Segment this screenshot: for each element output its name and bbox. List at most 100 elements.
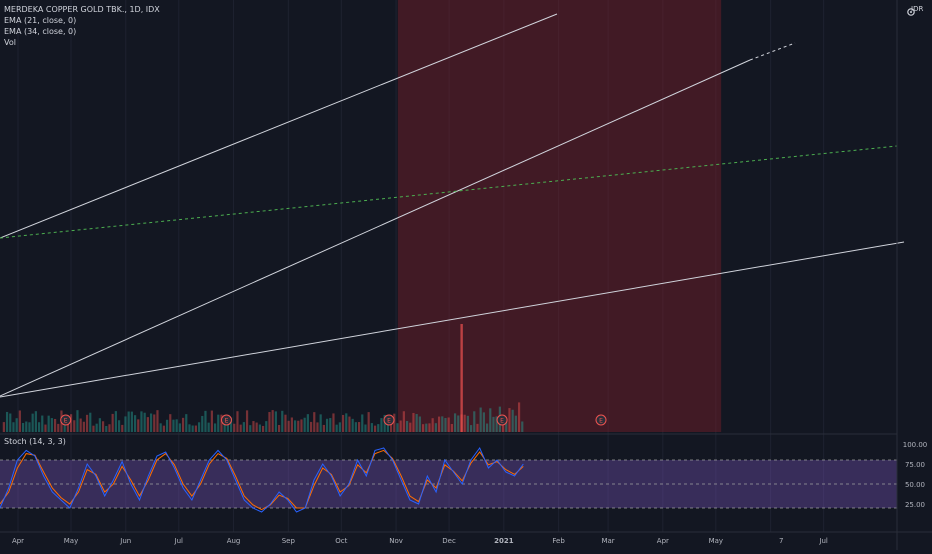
volume-bar bbox=[319, 414, 322, 432]
volume-bar bbox=[303, 417, 306, 432]
volume-bar bbox=[37, 422, 41, 432]
volume-bar bbox=[284, 414, 287, 432]
volume-bar bbox=[351, 418, 354, 432]
volume-bar bbox=[204, 410, 207, 432]
time-tick-label: Sep bbox=[282, 537, 296, 545]
volume-bar bbox=[252, 421, 255, 432]
volume-bar bbox=[178, 423, 181, 432]
volume-bar bbox=[229, 417, 233, 432]
volume-bar bbox=[82, 421, 85, 432]
earnings-marker-letter: E bbox=[500, 418, 504, 425]
volume-bar bbox=[501, 420, 505, 432]
volume-bar bbox=[236, 411, 239, 432]
volume-bar bbox=[489, 408, 492, 432]
volume-bar bbox=[5, 411, 9, 432]
volume-bar bbox=[165, 419, 169, 432]
volume-bar bbox=[226, 419, 229, 432]
volume-bar bbox=[85, 414, 89, 432]
ema-34-label[interactable]: EMA (34, close, 0) bbox=[4, 27, 77, 36]
volume-bar bbox=[265, 421, 268, 432]
earnings-marker bbox=[595, 414, 607, 426]
legend: MERDEKA COPPER GOLD TBK., 1D, IDX EMA (2… bbox=[4, 4, 160, 48]
volume-bar bbox=[210, 410, 213, 432]
volume-bar bbox=[325, 418, 329, 432]
volume-bar bbox=[492, 416, 495, 432]
time-tick-label: Jun bbox=[119, 537, 131, 545]
volume-bar bbox=[431, 418, 434, 432]
volume-bar bbox=[505, 419, 508, 432]
volume-bar bbox=[149, 413, 153, 432]
time-tick-label: 7 bbox=[779, 537, 783, 545]
volume-label[interactable]: Vol bbox=[4, 38, 16, 47]
volume-bar bbox=[249, 425, 252, 432]
volume-bar bbox=[25, 421, 28, 432]
earnings-marker bbox=[496, 414, 508, 426]
volume-bar bbox=[277, 424, 281, 432]
settings-icon[interactable] bbox=[905, 6, 917, 18]
volume-bar bbox=[47, 415, 50, 432]
volume-bar bbox=[479, 407, 482, 432]
volume-bar bbox=[309, 421, 313, 432]
volume-bar bbox=[194, 425, 197, 432]
time-tick-label: May bbox=[64, 537, 78, 545]
volume-bar bbox=[21, 422, 25, 432]
volume-bar bbox=[133, 415, 137, 432]
volume-bar bbox=[57, 423, 60, 432]
volume-bar bbox=[293, 420, 297, 432]
volume-bar bbox=[421, 424, 425, 432]
volume-bar bbox=[101, 421, 105, 432]
volume-bar bbox=[89, 412, 92, 432]
volume-bar bbox=[354, 422, 357, 432]
volume-bar bbox=[162, 425, 165, 432]
volume-bar bbox=[201, 415, 204, 432]
volume-bar bbox=[127, 411, 130, 432]
volume-bar bbox=[12, 422, 15, 432]
channel-lower-line bbox=[0, 59, 751, 397]
volume-bar bbox=[197, 422, 201, 432]
volume-bar bbox=[508, 408, 511, 432]
volume-bar bbox=[79, 418, 82, 432]
volume-bar bbox=[357, 422, 361, 432]
volume-bar bbox=[415, 413, 418, 432]
currency-label: IDR bbox=[911, 5, 924, 13]
volume-bar bbox=[69, 414, 73, 432]
stoch-label[interactable]: Stoch (14, 3, 3) bbox=[4, 437, 66, 446]
volume-bar bbox=[156, 410, 159, 432]
time-tick-label: May bbox=[709, 537, 723, 545]
grid-layer bbox=[17, 0, 825, 532]
volume-bar bbox=[476, 423, 479, 432]
volume-bar bbox=[53, 418, 57, 432]
volume-bar bbox=[444, 417, 447, 432]
volume-bar bbox=[332, 413, 335, 432]
volume-bar bbox=[191, 425, 194, 432]
volume-bar bbox=[322, 424, 325, 432]
volume-bar bbox=[453, 413, 457, 432]
volume-bar bbox=[172, 419, 175, 432]
volume-bar bbox=[511, 409, 514, 432]
volume-bar bbox=[329, 418, 332, 432]
volume-bar bbox=[399, 420, 402, 432]
stoch-tick-label: 100.00 bbox=[903, 441, 928, 449]
volume-bar bbox=[393, 413, 396, 432]
volume-bar bbox=[239, 424, 242, 432]
volume-bar bbox=[450, 424, 453, 432]
volume-bar bbox=[437, 416, 441, 432]
volume-bar bbox=[517, 402, 521, 432]
volume-bar bbox=[409, 422, 412, 432]
volume-bar bbox=[114, 411, 117, 432]
volume-bar bbox=[418, 416, 421, 432]
volume-bar bbox=[364, 424, 367, 432]
volume-bar bbox=[207, 422, 210, 432]
volume-bar bbox=[457, 415, 460, 432]
symbol-title[interactable]: MERDEKA COPPER GOLD TBK., 1D, IDX bbox=[4, 5, 160, 14]
time-tick-label: Apr bbox=[12, 537, 24, 545]
volume-bar bbox=[482, 412, 485, 432]
volume-bar bbox=[466, 415, 469, 432]
ema-21-label[interactable]: EMA (21, close, 0) bbox=[4, 16, 77, 25]
volume-bar bbox=[242, 422, 245, 432]
stop-zone bbox=[397, 0, 722, 432]
volume-bar bbox=[281, 410, 284, 432]
